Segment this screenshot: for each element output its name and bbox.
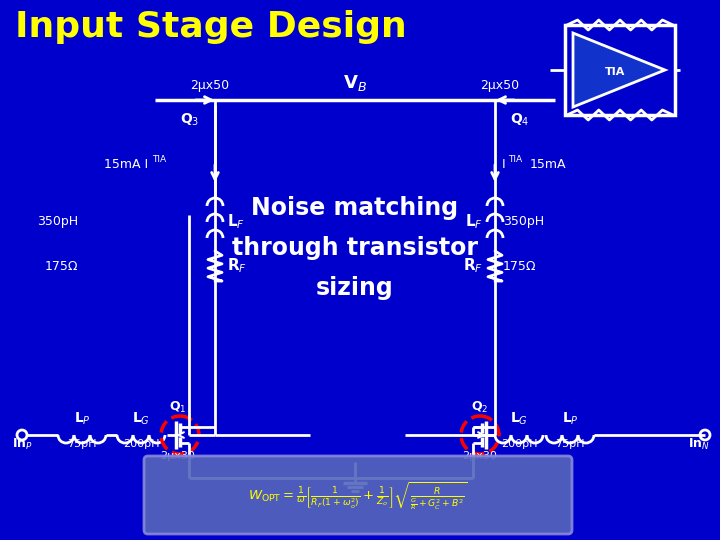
Text: TIA: TIA	[152, 154, 166, 164]
Text: $W_{\mathrm{OPT}} = \frac{1}{\omega}\left[\frac{1}{R_F(1+\omega_o^2)}+\frac{1}{Z: $W_{\mathrm{OPT}} = \frac{1}{\omega}\lef…	[248, 481, 468, 513]
Text: through transistor: through transistor	[232, 236, 478, 260]
Text: Q$_1$: Q$_1$	[169, 400, 186, 415]
Text: 200pH: 200pH	[122, 439, 159, 449]
Text: In$_P$: In$_P$	[12, 437, 32, 452]
Text: L$_F$: L$_F$	[465, 213, 483, 231]
Text: Q$_2$: Q$_2$	[472, 400, 489, 415]
Text: sizing: sizing	[316, 276, 394, 300]
Text: V$_B$: V$_B$	[343, 73, 367, 93]
Text: L$_P$: L$_P$	[73, 411, 91, 427]
Polygon shape	[573, 33, 665, 107]
Text: Input Stage Design: Input Stage Design	[15, 10, 407, 44]
Text: 2μx30: 2μx30	[462, 451, 498, 461]
Text: L$_F$: L$_F$	[227, 213, 245, 231]
Text: TIA: TIA	[605, 67, 625, 77]
Text: In$_N$: In$_N$	[688, 437, 710, 452]
Text: 350pH: 350pH	[37, 215, 78, 228]
Text: 175Ω: 175Ω	[45, 260, 78, 273]
Text: Q$_3$: Q$_3$	[180, 112, 199, 129]
Text: 15mA: 15mA	[530, 159, 567, 172]
Text: 2μx50: 2μx50	[190, 79, 230, 92]
Text: I: I	[502, 159, 505, 172]
Text: 15mA I: 15mA I	[104, 159, 148, 172]
Text: Q$_4$: Q$_4$	[510, 112, 530, 129]
Text: TIA: TIA	[508, 154, 522, 164]
Text: 175Ω: 175Ω	[503, 260, 536, 273]
Text: L$_P$: L$_P$	[562, 411, 578, 427]
FancyBboxPatch shape	[144, 456, 572, 534]
Text: L$_G$: L$_G$	[510, 411, 528, 427]
Text: 2μx50: 2μx50	[480, 79, 520, 92]
Text: R$_F$: R$_F$	[227, 256, 247, 275]
Text: 200pH: 200pH	[500, 439, 537, 449]
Text: R$_F$: R$_F$	[463, 256, 483, 275]
Text: 75pH: 75pH	[67, 439, 96, 449]
Text: 2μx30: 2μx30	[161, 451, 195, 461]
Bar	[565, 25, 675, 115]
Text: Noise matching: Noise matching	[251, 196, 459, 220]
Text: 75pH: 75pH	[555, 439, 585, 449]
Text: L$_G$: L$_G$	[132, 411, 150, 427]
Text: 350pH: 350pH	[503, 215, 544, 228]
